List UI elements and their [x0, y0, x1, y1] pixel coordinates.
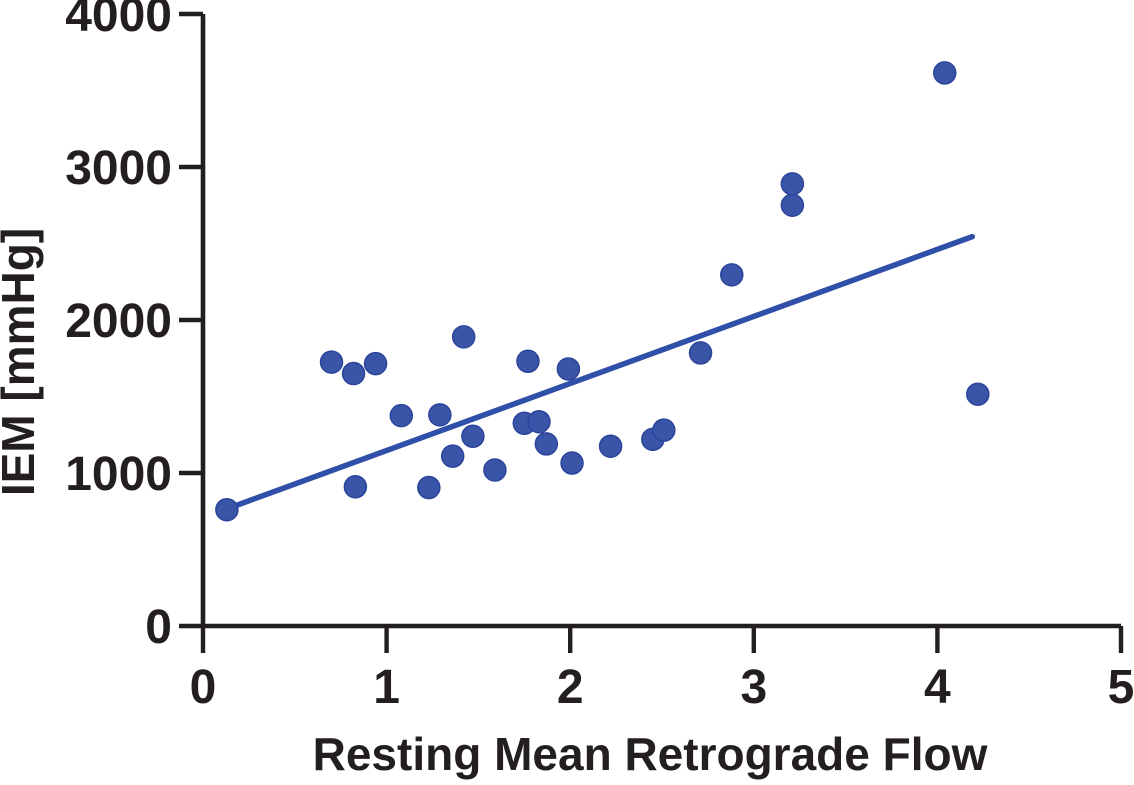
data-point [341, 361, 366, 386]
axis-spine [200, 14, 1121, 629]
data-point [343, 475, 368, 499]
x-tick-label: 1 [373, 661, 400, 714]
data-points-layer [215, 61, 990, 522]
data-point [534, 432, 559, 456]
y-tick-label: 1000 [65, 448, 172, 501]
data-point [720, 263, 744, 287]
data-point [780, 172, 805, 196]
data-point [688, 341, 713, 365]
y-tick-label: 3000 [65, 142, 172, 195]
y-tick-label: 0 [145, 601, 172, 654]
trend-line-layer [225, 233, 976, 511]
y-tick-label: 2000 [65, 295, 172, 348]
data-point [440, 444, 465, 468]
y-axis-title: IEM [mmHg] [0, 228, 44, 496]
data-point [483, 458, 507, 482]
data-point [932, 61, 957, 85]
x-tick-label: 0 [190, 661, 217, 714]
x-tick-label: 5 [1108, 661, 1134, 714]
data-point [516, 349, 540, 374]
x-tick-label: 4 [924, 661, 951, 714]
data-point [652, 418, 676, 442]
tick-layer: 0 1000 2000 3000 4000 0 1 2 3 4 5 [65, 0, 1134, 714]
data-point [556, 357, 581, 381]
data-point [527, 409, 551, 434]
data-point [428, 403, 452, 427]
data-point [560, 451, 584, 475]
data-point [780, 193, 805, 217]
x-axis-title: Resting Mean Retrograde Flow [313, 728, 988, 780]
data-point [461, 424, 485, 449]
data-point [966, 382, 990, 406]
x-tick-label: 2 [557, 661, 584, 714]
x-tick-label: 3 [740, 661, 767, 714]
axes-layer [200, 14, 1121, 629]
data-point [319, 350, 344, 374]
data-point [598, 434, 623, 458]
data-point [389, 403, 414, 428]
data-point [417, 475, 441, 500]
data-point [451, 325, 476, 349]
y-tick-label: 4000 [65, 0, 172, 42]
trend-line [225, 233, 976, 511]
data-point [363, 351, 388, 376]
data-point [215, 497, 239, 522]
